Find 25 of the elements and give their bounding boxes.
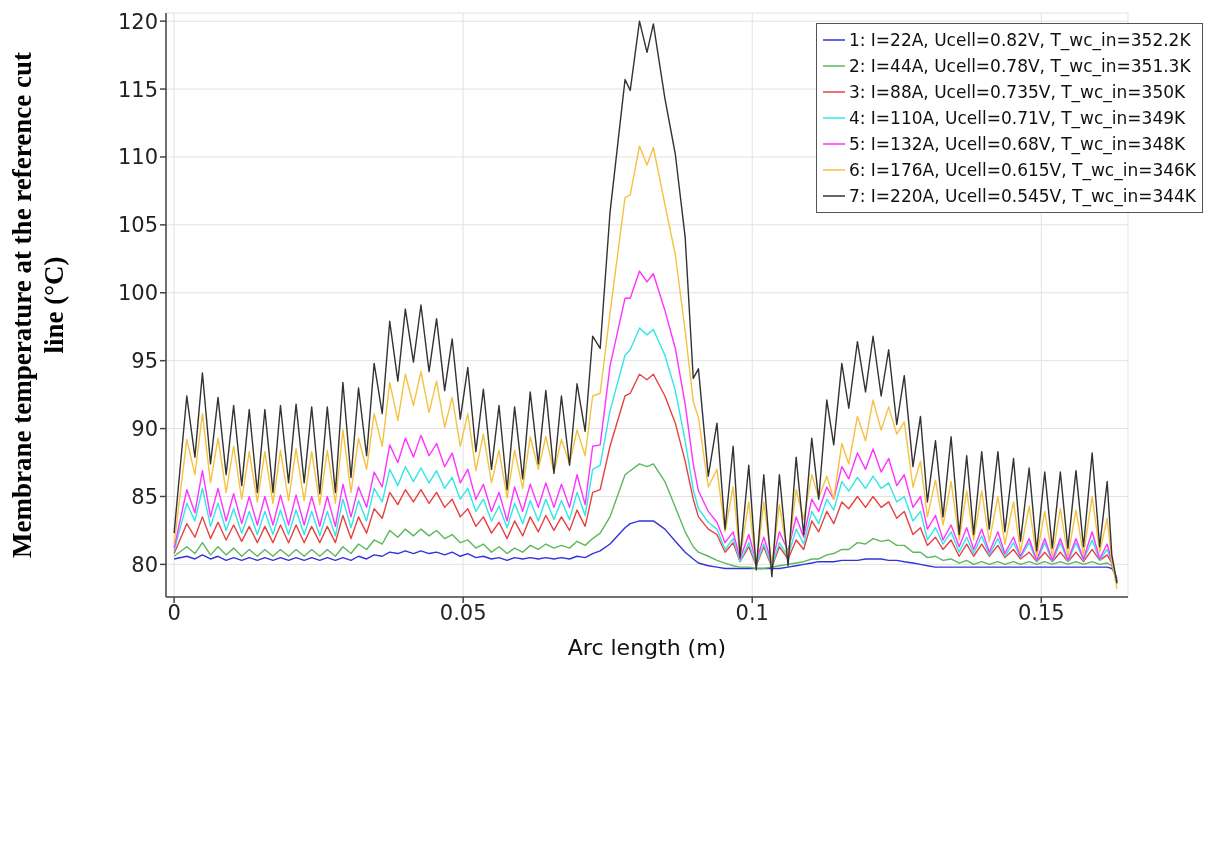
y-tick-label: 110 [117,145,158,170]
y-tick-label: 80 [131,552,158,577]
legend-label: 4: I=110A, Ucell=0.71V, T_wc_in=349K [848,108,1186,128]
x-tick-label: 0.15 [1017,600,1065,625]
legend-label: 3: I=88A, Ucell=0.735V, T_wc_in=350K [848,82,1186,102]
line-series [173,327,1118,582]
y-tick-label: 85 [131,484,158,509]
x-axis-title: Arc length (m) [567,635,727,660]
legend-label: 1: I=22A, Ucell=0.82V, T_wc_in=352.2K [848,30,1191,50]
x-tick-label: 0.1 [735,600,769,625]
y-axis-title: Membrane temperature at the reference cut line (°C) [7,51,69,559]
x-tick-label: 0 [167,600,181,625]
y-tick-label: 115 [117,77,158,102]
y-tick-label: 120 [117,9,158,34]
line-series [173,270,1118,583]
legend-label: 2: I=44A, Ucell=0.78V, T_wc_in=351.3K [848,56,1191,76]
y-tick-label: 95 [131,349,158,374]
legend-label: 7: I=220A, Ucell=0.545V, T_wc_in=344K [848,186,1196,206]
legend-label: 5: I=132A, Ucell=0.68V, T_wc_in=348K [848,134,1186,154]
y-tick-label: 105 [117,213,158,238]
x-tick-label: 0.05 [439,600,487,625]
y-tick-label: 100 [117,281,158,306]
line-series [173,520,1118,579]
y-tick-label: 90 [131,417,158,442]
legend-label: 6: I=176A, Ucell=0.615V, T_wc_in=346K [848,160,1196,180]
